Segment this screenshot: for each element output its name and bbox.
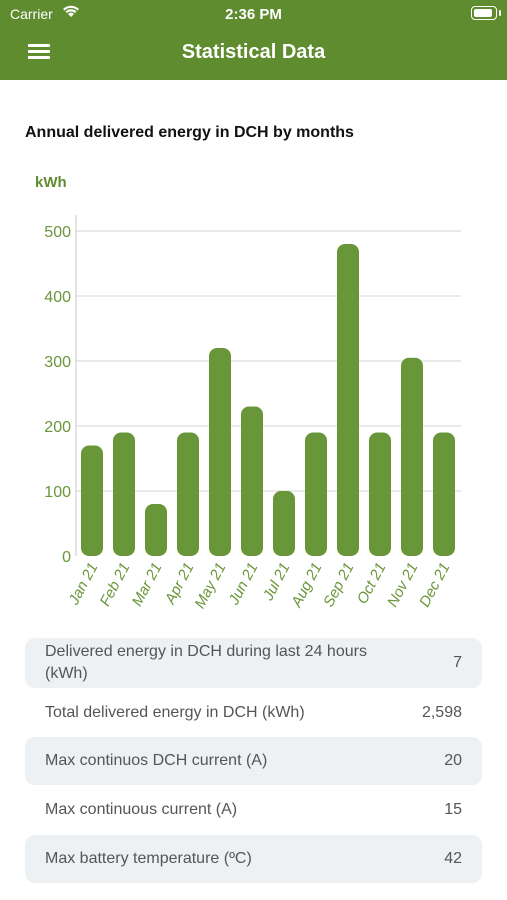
y-tick-label: 100: [44, 484, 71, 501]
stat-value: 7: [453, 654, 462, 671]
page-title: Statistical Data: [181, 41, 326, 63]
status-time: 2:36 PM: [225, 6, 282, 23]
stat-row-max-dch-current: Max continuos DCH current (A) 20: [25, 737, 482, 785]
stat-label: Max continuos DCH current (A): [45, 752, 268, 769]
status-bar: Carrier 2:36 PM: [0, 0, 507, 28]
y-tick-label: 0: [62, 549, 71, 566]
stat-label: Max continuous current (A): [45, 801, 238, 818]
bar-apr-21: [177, 432, 199, 556]
y-tick-label: 500: [44, 224, 71, 241]
stat-label: Max battery temperature (ºC): [45, 850, 252, 867]
stat-row-delivered-24h: Delivered energy in DCH during last 24 h…: [25, 638, 482, 688]
x-tick-label: Jul 21: [259, 560, 293, 604]
stat-row-max-battery-temperature: Max battery temperature (ºC) 42: [25, 835, 482, 883]
stat-label: Total delivered energy in DCH (kWh): [45, 704, 305, 721]
x-tick-label: Mar 21: [129, 560, 166, 609]
y-axis-unit-label: kWh: [35, 174, 67, 191]
battery-icon: [471, 6, 501, 20]
y-tick-label: 300: [44, 354, 71, 371]
stat-value: 2,598: [421, 704, 462, 721]
x-tick-label: Aug 21: [288, 560, 326, 611]
stat-row-total-delivered: Total delivered energy in DCH (kWh) 2,59…: [25, 690, 482, 736]
stat-value: 15: [444, 801, 462, 818]
top-bar: Carrier 2:36 PM Statistical Data: [0, 0, 507, 80]
stat-value: 20: [444, 752, 462, 769]
y-tick-label: 200: [44, 419, 71, 436]
bar-nov-21: [401, 357, 423, 556]
bar-may-21: [209, 348, 231, 556]
carrier-label: Carrier: [10, 6, 53, 22]
y-tick-label: 400: [44, 289, 71, 306]
bar-oct-21: [369, 432, 391, 556]
bar-jan-21: [81, 445, 103, 556]
bar-aug-21: [305, 432, 327, 556]
wifi-icon: [63, 5, 79, 17]
chart-title: Annual delivered energy in DCH by months: [25, 124, 354, 141]
x-tick-label: Sep 21: [320, 560, 357, 610]
bar-mar-21: [145, 504, 167, 556]
x-tick-label: Dec 21: [416, 560, 453, 610]
x-tick-label: Jun 21: [225, 560, 262, 609]
stat-label: Delivered energy in DCH during last 24 h…: [45, 643, 367, 682]
x-tick-label: May 21: [191, 560, 229, 611]
bar-jul-21: [273, 491, 295, 556]
stat-value: 42: [444, 850, 462, 867]
bar-dec-21: [433, 432, 455, 556]
hamburger-menu-icon[interactable]: [28, 42, 50, 60]
navigation-bar: Statistical Data: [0, 28, 507, 80]
bar-jun-21: [241, 406, 263, 556]
stat-row-max-continuous-current: Max continuous current (A) 15: [25, 786, 482, 834]
bar-feb-21: [113, 432, 135, 556]
bar-sep-21: [337, 244, 359, 556]
